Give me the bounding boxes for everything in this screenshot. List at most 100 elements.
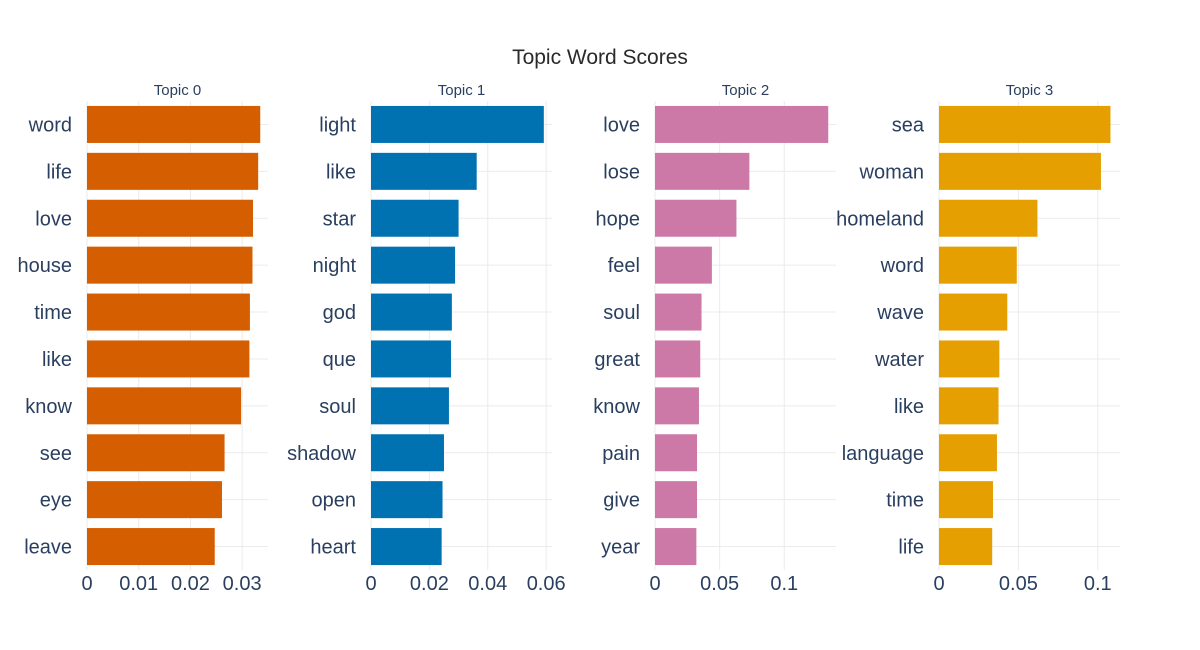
bar (655, 246, 712, 284)
bar (655, 340, 701, 378)
bar (87, 387, 242, 425)
category-label: que (323, 349, 356, 371)
topic-panel: Topic 0 word life love house time like know see e… (18, 82, 268, 595)
category-label: eye (40, 490, 72, 512)
bar (655, 293, 702, 331)
category-label: know (25, 396, 72, 418)
category-label: sea (892, 114, 925, 136)
bar (655, 105, 829, 143)
x-tick-label: 0.06 (527, 573, 566, 595)
category-label: god (323, 302, 356, 324)
bar (939, 152, 1101, 190)
bar (87, 528, 215, 566)
category-label: life (898, 537, 924, 559)
chart-title: Topic Word Scores (512, 46, 688, 69)
bar (87, 246, 253, 284)
category-label: life (46, 161, 72, 183)
category-label: heart (310, 537, 356, 559)
bar (87, 105, 261, 143)
category-label: time (886, 490, 924, 512)
category-label: hope (596, 208, 641, 230)
bar (655, 481, 698, 519)
bar (371, 199, 459, 237)
panel-subtitle: Topic 0 (154, 82, 202, 99)
bar (655, 152, 750, 190)
x-tick-label: 0.01 (119, 573, 158, 595)
category-label: give (603, 490, 640, 512)
category-label: great (594, 349, 640, 371)
bar (939, 340, 1000, 378)
bar (87, 481, 222, 519)
category-label: water (874, 349, 924, 371)
chart-panels: Topic 0 word life love house time like know see e… (18, 82, 1120, 595)
bar (939, 105, 1111, 143)
x-tick-label: 0 (933, 573, 944, 595)
bar (939, 199, 1038, 237)
panel-subtitle: Topic 2 (722, 82, 770, 99)
category-label: see (40, 443, 72, 465)
bar (371, 152, 477, 190)
category-label: feel (608, 255, 640, 277)
category-label: soul (603, 302, 640, 324)
bar (371, 387, 449, 425)
x-tick-label: 0.04 (468, 573, 507, 595)
bar (371, 434, 444, 472)
bar (939, 387, 999, 425)
bar (371, 340, 451, 378)
x-tick-label: 0 (81, 573, 92, 595)
category-label: soul (319, 396, 356, 418)
bar (87, 340, 250, 378)
x-tick-label: 0 (649, 573, 660, 595)
category-label: open (312, 490, 357, 512)
bar (87, 199, 254, 237)
category-label: pain (602, 443, 640, 465)
category-label: like (42, 349, 72, 371)
bar (939, 481, 993, 519)
category-label: homeland (836, 208, 924, 230)
category-label: like (326, 161, 356, 183)
x-tick-label: 0.02 (171, 573, 210, 595)
category-label: night (313, 255, 357, 277)
category-label: house (18, 255, 73, 277)
bar (371, 528, 442, 566)
category-label: woman (859, 161, 924, 183)
bar (371, 293, 452, 331)
category-label: shadow (287, 443, 356, 465)
category-label: language (842, 443, 924, 465)
category-label: know (593, 396, 640, 418)
x-tick-label: 0.03 (223, 573, 262, 595)
category-label: time (34, 302, 72, 324)
bar (655, 199, 737, 237)
x-tick-label: 0 (365, 573, 376, 595)
panel-subtitle: Topic 3 (1006, 82, 1054, 99)
x-tick-label: 0.1 (770, 573, 798, 595)
category-label: lose (603, 161, 640, 183)
category-label: light (319, 114, 356, 136)
bar (87, 434, 225, 472)
category-label: wave (876, 302, 924, 324)
bar (87, 152, 259, 190)
topic-panel: Topic 3 sea woman homeland word wave water like… (836, 82, 1120, 595)
bar (655, 528, 697, 566)
bar (371, 105, 544, 143)
x-tick-label: 0.05 (700, 573, 739, 595)
bar (939, 528, 993, 566)
topic-panel: Topic 2 love lose hope feel soul great know pain… (593, 82, 836, 595)
x-tick-label: 0.05 (999, 573, 1038, 595)
bar (87, 293, 250, 331)
category-label: year (601, 537, 640, 559)
x-tick-label: 0.02 (410, 573, 449, 595)
bar (655, 434, 698, 472)
panel-subtitle: Topic 1 (438, 82, 486, 99)
bar (939, 434, 997, 472)
category-label: like (894, 396, 924, 418)
bar (939, 293, 1008, 331)
x-tick-label: 0.1 (1084, 573, 1112, 595)
category-label: love (603, 114, 640, 136)
category-label: love (35, 208, 72, 230)
category-label: leave (24, 537, 72, 559)
bar (371, 246, 456, 284)
category-label: word (28, 114, 72, 136)
category-label: star (323, 208, 357, 230)
